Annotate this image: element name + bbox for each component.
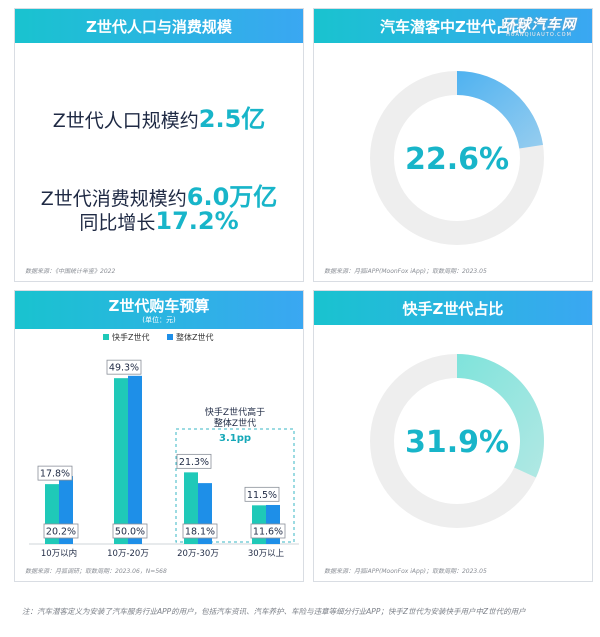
watermark-logo: 环球汽车网 HUANQIUAUTO.COM [486,14,592,46]
growth-stat: 同比增长17.2% [15,207,303,235]
consumption-value: 6.0万亿 [186,183,278,211]
population-card-title: Z世代人口与消费规模 [15,9,303,43]
x-tick-label: 10万以内 [41,548,77,559]
growth-label: 同比增长 [79,212,156,234]
share-donut-slice [457,71,544,149]
data-label-overall: 50.0% [112,523,148,539]
share-card-title: 汽车潜客中Z世代占比 [314,9,592,43]
population-source: 数据来源：《中国统计年鉴》2022 [25,268,116,275]
svg-text:49.3%: 49.3% [109,363,139,374]
legend-swatch [103,334,109,340]
data-label-kuaishou: 21.3% [176,453,212,469]
callout-box [175,428,295,543]
kuaishou-donut-value-label: 31.9% [405,425,509,460]
kuaishou-donut-slice [457,354,544,478]
data-label-overall: 11.6% [250,523,286,539]
consumption-label: Z世代消费规模约 [40,188,187,210]
data-label-kuaishou: 11.5% [244,486,280,502]
svg-text:20.2%: 20.2% [46,527,76,538]
share-card: 汽车潜客中Z世代占比 22.6% 数据来源：月狐iAPP(MoonFox iAp… [313,8,593,282]
population-label: Z世代人口规模约 [52,110,199,132]
budget-card-title: Z世代购车预算 [15,291,303,329]
watermark-text: 环球汽车网 [501,17,577,33]
svg-text:50.0%: 50.0% [115,527,145,538]
kuaishou-source: 数据来源：月狐iAPP(MoonFox iApp)；取数周期：2023.05 [324,568,487,575]
population-value: 2.5亿 [198,105,266,133]
svg-text:11.6%: 11.6% [253,527,283,538]
consumption-stat: Z世代消费规模约6.0万亿 [15,177,303,212]
svg-text:17.8%: 17.8% [40,469,70,480]
data-label-overall: 20.2% [43,523,79,539]
growth-value: 17.2% [155,207,239,235]
legend-label: 快手Z世代 [112,332,149,342]
data-label-overall: 18.1% [182,523,218,539]
svg-text:18.1%: 18.1% [185,527,215,538]
kuaishou-card-title: 快手Z世代占比 [314,291,592,325]
footnote: 注：汽车潜客定义为安装了汽车服务行业APP的用户，包括汽车资讯、汽车养护、车险与… [22,607,526,616]
share-source: 数据来源：月狐iAPP(MoonFox iApp)；取数周期：2023.05 [324,268,487,275]
bar-overall [128,375,142,544]
share-donut-value-label: 22.6% [405,142,509,177]
x-tick-label: 10万-20万 [107,549,149,559]
x-tick-label: 20万-30万 [177,549,219,559]
callout-text: 快手Z世代高于 [205,406,265,418]
budget-card: Z世代购车预算 (单位：元) 快手Z世代 整体Z世代 快手Z世代高于 整体Z世代 3.1… [14,290,304,582]
population-card: Z世代人口与消费规模 Z世代人口规模约2.5亿 Z世代消费规模约6.0万亿 同比… [14,8,304,282]
svg-text:11.5%: 11.5% [247,490,277,501]
budget-source: 数据来源：月狐调研；取数周期：2023.06，N=568 [25,568,167,575]
callout-value: 3.1pp [219,433,251,444]
x-tick-label: 30万以上 [248,549,285,559]
kuaishou-donut-chart: 31.9% [370,354,544,528]
legend-swatch [167,334,173,340]
bar-kuaishou [114,378,128,544]
watermark-domain: HUANQIUAUTO.COM [506,32,572,38]
data-label-kuaishou: 49.3% [106,359,142,375]
legend-label: 整体Z世代 [176,332,213,342]
population-stat: Z世代人口规模约2.5亿 [15,99,303,134]
share-donut-chart: 22.6% [370,71,544,245]
callout-text: 整体Z世代 [214,417,256,429]
data-label-kuaishou: 17.8% [37,465,73,481]
chart-legend: 快手Z世代 整体Z世代 [103,332,213,342]
kuaishou-card: 快手Z世代占比 31.9% 数据来源：月狐iAPP(MoonFox iApp)；… [313,290,593,582]
budget-unit: (单位：元) [142,316,176,324]
svg-text:21.3%: 21.3% [179,457,209,468]
budget-bar-chart: 快手Z世代 整体Z世代快手Z世代高于整体Z世代3.1pp17.8%20.2%10万… [29,332,299,559]
